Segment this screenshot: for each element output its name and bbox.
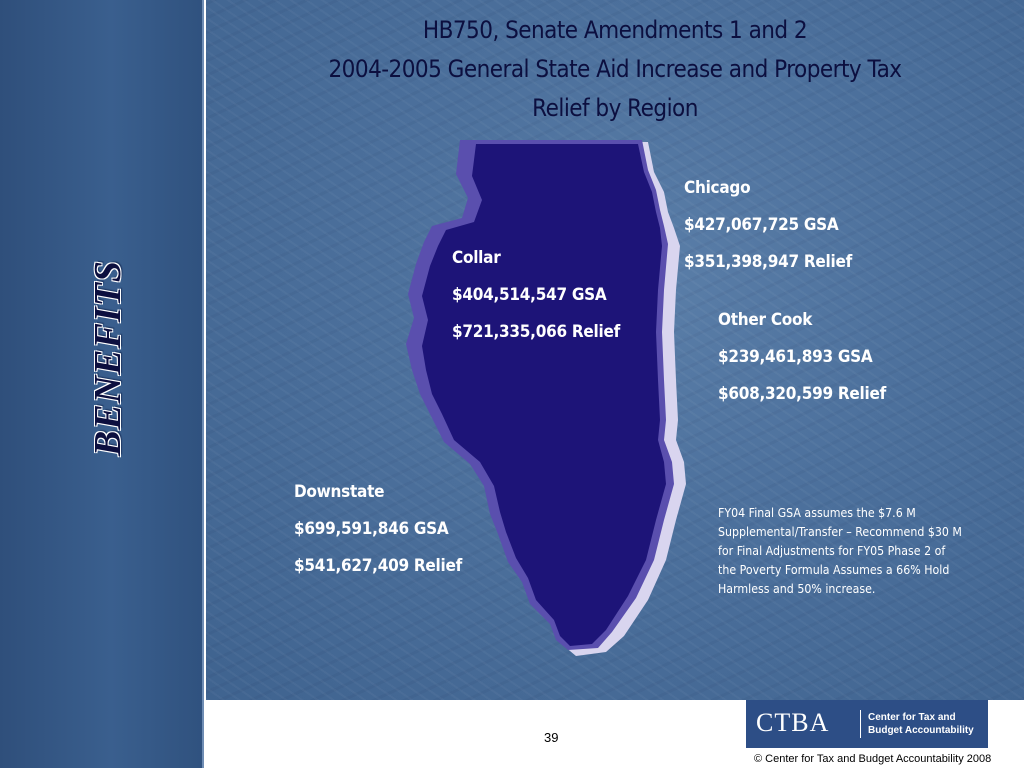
footnote: FY04 Final GSA assumes the $7.6 M Supple… <box>718 506 962 596</box>
slide-title-line-3: Relief by Region <box>532 94 698 122</box>
region-downstate-gsa: $699,591,846 GSA <box>294 519 449 539</box>
region-collar: Collar $404,514,547 GSA $721,335,066 Rel… <box>452 240 620 351</box>
region-chicago-name: Chicago <box>684 178 751 198</box>
region-downstate-name: Downstate <box>294 482 385 502</box>
ctba-logo: CTBA Center for Tax and Budget Accountab… <box>746 700 988 748</box>
region-chicago-gsa: $427,067,725 GSA <box>684 215 839 235</box>
region-other-cook-relief: $608,320,599 Relief <box>718 384 886 404</box>
logo-subtitle: Center for Tax and Budget Accountability <box>868 711 974 737</box>
logo-subtitle-line1: Center for Tax and <box>868 712 956 723</box>
copyright-text: © Center for Tax and Budget Accountabili… <box>754 753 992 765</box>
illinois-map-fill <box>422 144 666 646</box>
logo-subtitle-line2: Budget Accountability <box>868 725 974 736</box>
slide-title-line-2: 2004-2005 General State Aid Increase and… <box>328 55 902 83</box>
sidebar-section-title: BENEFITS <box>87 260 129 456</box>
logo-text: CTBA <box>756 708 830 737</box>
region-other-cook-name: Other Cook <box>718 310 813 330</box>
region-chicago: Chicago $427,067,725 GSA $351,398,947 Re… <box>684 170 852 281</box>
slide-title-line-1: HB750, Senate Amendments 1 and 2 <box>422 16 808 44</box>
region-other-cook-gsa: $239,461,893 GSA <box>718 347 873 367</box>
region-other-cook: Other Cook $239,461,893 GSA $608,320,599… <box>718 302 886 413</box>
region-downstate: Downstate $699,591,846 GSA $541,627,409 … <box>294 474 462 585</box>
illinois-map <box>406 140 686 656</box>
slide-footer: 39 CTBA Center for Tax and Budget Accoun… <box>206 700 1024 768</box>
page-number: 39 <box>544 730 559 745</box>
logo-divider <box>860 710 861 738</box>
region-collar-name: Collar <box>452 248 501 268</box>
region-collar-relief: $721,335,066 Relief <box>452 322 620 342</box>
region-collar-gsa: $404,514,547 GSA <box>452 285 607 305</box>
sidebar: BENEFITS <box>0 0 204 768</box>
slide-content: HB750, Senate Amendments 1 and 2 2004-20… <box>206 0 1024 700</box>
region-downstate-relief: $541,627,409 Relief <box>294 556 462 576</box>
region-chicago-relief: $351,398,947 Relief <box>684 252 852 272</box>
